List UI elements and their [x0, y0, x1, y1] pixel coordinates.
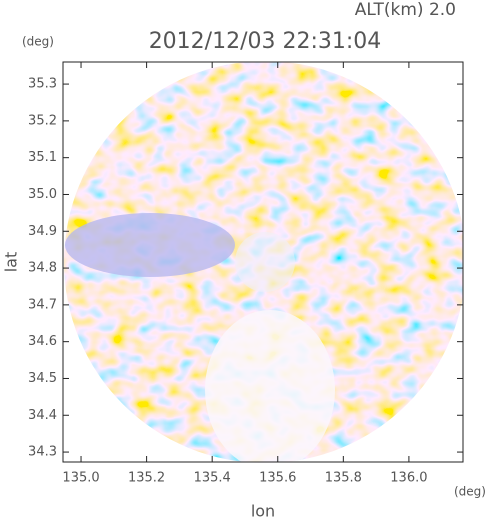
subtitle: ALT(km) 2.0	[355, 0, 456, 20]
x-tick-label: 135.4	[194, 471, 231, 486]
x-tick-label: 135.6	[259, 471, 296, 486]
y-tick-label: 34.4	[28, 408, 57, 423]
y-tick-label: 35.2	[28, 113, 57, 128]
y-tick-label: 34.7	[28, 297, 57, 312]
x-tick-label: 136.0	[390, 471, 427, 486]
x-tick-label: 135.0	[62, 471, 99, 486]
x-tick-label: 135.2	[128, 471, 165, 486]
y-axis-title: lat	[2, 252, 21, 273]
x-axis-title: lon	[251, 502, 275, 521]
y-tick-label: 35.3	[28, 77, 57, 92]
plot-frame	[62, 61, 464, 463]
y-tick-label: 34.3	[28, 445, 57, 460]
radar-field	[64, 62, 463, 463]
y-tick-label: 35.0	[28, 187, 57, 202]
y-tick-label: 34.9	[28, 224, 57, 239]
y-tick-label: 34.5	[28, 371, 57, 386]
x-tick-label: 135.8	[325, 471, 362, 486]
y-tick-label: 34.8	[28, 261, 57, 276]
y-tick-label: 35.1	[28, 150, 57, 165]
chart-title: 2012/12/03 22:31:04	[149, 29, 382, 54]
x-unit: (deg)	[454, 485, 486, 499]
y-unit: (deg)	[22, 35, 54, 49]
y-tick-label: 34.6	[28, 334, 57, 349]
